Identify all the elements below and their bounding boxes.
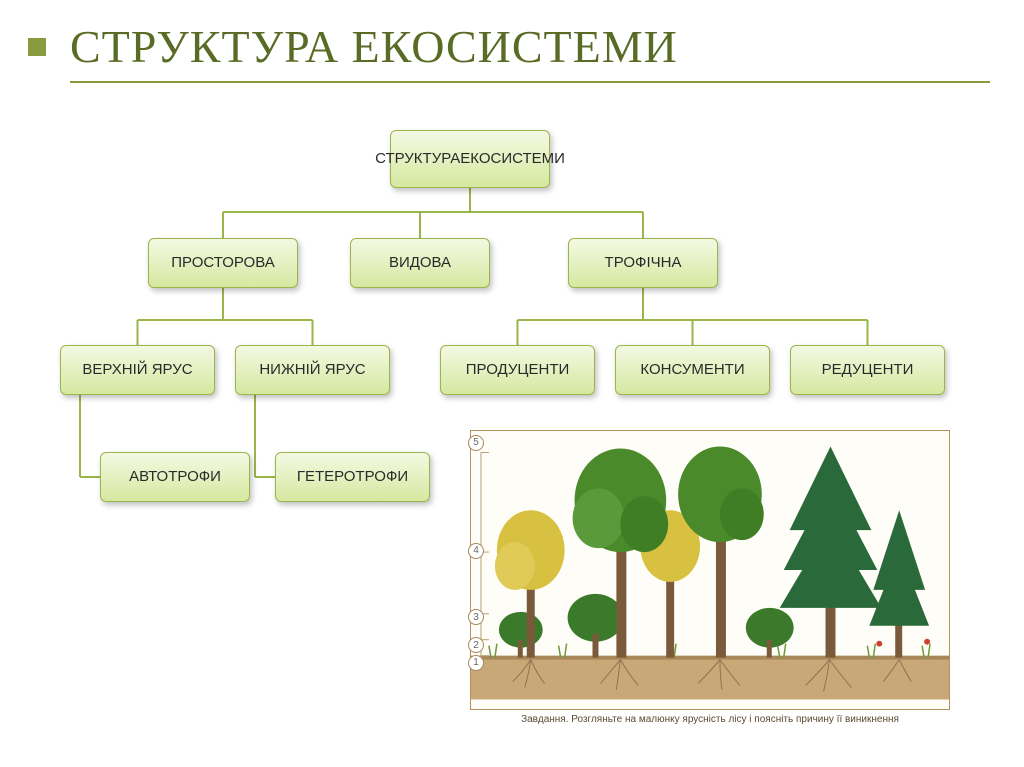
node-reducers: РЕДУЦЕНТИ (790, 345, 945, 395)
node-trophic: ТРОФІЧНА (568, 238, 718, 288)
node-root: СТРУКТУРАЕКОСИСТЕМИ (390, 130, 550, 188)
forest-layer-label-4: 4 (468, 543, 484, 559)
node-consumers: КОНСУМЕНТИ (615, 345, 770, 395)
node-heterotrophs: ГЕТЕРОТРОФИ (275, 452, 430, 502)
node-lower: НИЖНІЙ ЯРУС (235, 345, 390, 395)
forest-layer-label-1: 1 (468, 655, 484, 671)
node-producers: ПРОДУЦЕНТИ (440, 345, 595, 395)
node-upper: ВЕРХНІЙ ЯРУС (60, 345, 215, 395)
title-area: СТРУКТУРА ЕКОСИСТЕМИ (70, 20, 984, 83)
node-autotrophs: АВТОТРОФИ (100, 452, 250, 502)
forest-layer-label-5: 5 (468, 435, 484, 451)
forest-caption: Завдання. Розгляньте на малюнку ярусніст… (470, 714, 950, 725)
title-underline (70, 81, 990, 83)
forest-svg (471, 431, 949, 709)
node-spatial: ПРОСТОРОВА (148, 238, 298, 288)
forest-illustration (470, 430, 950, 710)
node-species: ВИДОВА (350, 238, 490, 288)
accent-square (28, 38, 46, 56)
page-title: СТРУКТУРА ЕКОСИСТЕМИ (70, 20, 984, 73)
